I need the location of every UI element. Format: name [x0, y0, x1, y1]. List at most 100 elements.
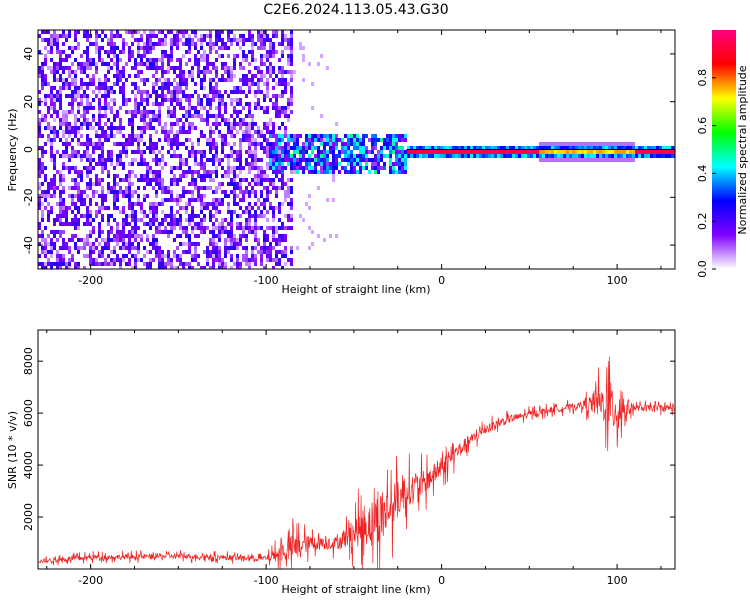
heatmap-cell	[41, 182, 44, 186]
heatmap-cell	[296, 134, 299, 138]
heatmap-cell	[176, 118, 179, 122]
heatmap-cell	[164, 70, 167, 74]
heatmap-cell	[140, 38, 143, 42]
heatmap-cell	[350, 138, 353, 142]
heatmap-cell	[278, 226, 281, 230]
heatmap-cell	[290, 78, 293, 82]
heatmap-cell	[317, 234, 320, 238]
heatmap-cell	[176, 154, 179, 158]
heatmap-cell	[149, 266, 152, 269]
heatmap-cell	[86, 122, 89, 126]
heatmap-cell	[293, 150, 296, 154]
heatmap-cell	[134, 230, 137, 234]
heatmap-cell	[224, 106, 227, 110]
heatmap-cell	[197, 98, 200, 102]
heatmap-cell	[53, 102, 56, 106]
heatmap-cell	[179, 234, 182, 238]
heatmap-cell	[77, 198, 80, 202]
heatmap-cell	[200, 266, 203, 269]
heatmap-cell	[50, 158, 53, 162]
heatmap-cell	[155, 242, 158, 246]
heatmap-cell	[56, 230, 59, 234]
heatmap-cell	[107, 70, 110, 74]
heatmap-cell	[65, 206, 68, 210]
heatmap-cell	[248, 206, 251, 210]
heatmap-cell	[554, 150, 557, 154]
heatmap-cell	[560, 142, 563, 146]
heatmap-cell	[266, 142, 269, 146]
heatmap-cell	[170, 210, 173, 214]
heatmap-cell	[152, 126, 155, 130]
heatmap-cell	[260, 194, 263, 198]
heatmap-cell	[119, 90, 122, 94]
heatmap-cell	[158, 230, 161, 234]
heatmap-cell	[275, 230, 278, 234]
heatmap-cell	[164, 138, 167, 142]
heatmap-cell	[86, 118, 89, 122]
heatmap-cell	[239, 46, 242, 50]
heatmap-cell	[194, 110, 197, 114]
heatmap-cell	[176, 46, 179, 50]
heatmap-cell	[284, 226, 287, 230]
heatmap-cell	[236, 242, 239, 246]
heatmap-cell	[221, 78, 224, 82]
heatmap-cell	[98, 110, 101, 114]
heatmap-cell	[182, 206, 185, 210]
heatmap-cell	[80, 154, 83, 158]
heatmap-cell	[485, 150, 488, 154]
heatmap-cell	[233, 150, 236, 154]
heatmap-cell	[89, 102, 92, 106]
heatmap-cell	[272, 50, 275, 54]
heatmap-cell	[263, 34, 266, 38]
heatmap-cell	[158, 118, 161, 122]
heatmap-cell	[215, 86, 218, 90]
heatmap-cell	[227, 162, 230, 166]
heatmap-cell	[131, 114, 134, 118]
heatmap-cell	[278, 202, 281, 206]
heatmap-cell	[116, 78, 119, 82]
heatmap-cell	[83, 62, 86, 66]
heatmap-cell	[284, 110, 287, 114]
heatmap-cell	[101, 134, 104, 138]
heatmap-cell	[230, 98, 233, 102]
heatmap-cell	[272, 142, 275, 146]
x-tick-label: 0	[438, 274, 445, 287]
heatmap-cell	[314, 146, 317, 150]
heatmap-cell	[146, 50, 149, 54]
heatmap-cell	[290, 50, 293, 54]
heatmap-cell	[206, 262, 209, 266]
heatmap-cell	[92, 106, 95, 110]
heatmap-cell	[83, 246, 86, 250]
heatmap-cell	[47, 126, 50, 130]
heatmap-cell	[278, 162, 281, 166]
heatmap-cell	[296, 166, 299, 170]
heatmap-cell	[545, 146, 548, 150]
heatmap-cell	[257, 226, 260, 230]
heatmap-cell	[137, 70, 140, 74]
heatmap-cell	[62, 154, 65, 158]
heatmap-cell	[290, 154, 293, 158]
heatmap-cell	[116, 182, 119, 186]
heatmap-cell	[335, 122, 338, 126]
heatmap-cell	[620, 158, 623, 162]
heatmap-cell	[176, 166, 179, 170]
heatmap-cell	[50, 86, 53, 90]
heatmap-cell	[128, 74, 131, 78]
heatmap-cell	[233, 58, 236, 62]
heatmap-cell	[119, 186, 122, 190]
heatmap-cell	[173, 254, 176, 258]
heatmap-cell	[557, 142, 560, 146]
heatmap-cell	[62, 242, 65, 246]
heatmap-cell	[107, 186, 110, 190]
heatmap-cell	[92, 142, 95, 146]
heatmap-cell	[263, 186, 266, 190]
heatmap-cell	[53, 234, 56, 238]
heatmap-cell	[98, 146, 101, 150]
heatmap-cell	[299, 214, 302, 218]
heatmap-cell	[149, 206, 152, 210]
heatmap-cell	[272, 246, 275, 250]
heatmap-cell	[110, 150, 113, 154]
heatmap-cell	[128, 142, 131, 146]
heatmap-cell	[170, 98, 173, 102]
heatmap-cell	[215, 118, 218, 122]
